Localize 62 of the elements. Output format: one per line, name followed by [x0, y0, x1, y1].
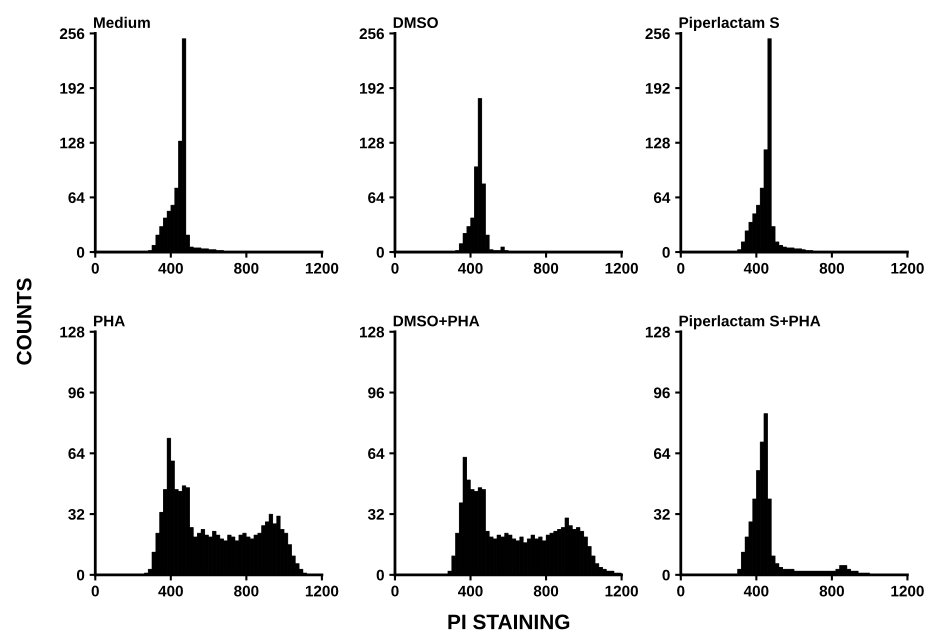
y-tick-label: 0: [376, 570, 384, 581]
x-tick-label: 800: [820, 586, 844, 596]
y-tick-label: 128: [360, 138, 384, 148]
y-tick-label: 96: [368, 387, 384, 398]
y-tick-label: 128: [646, 326, 670, 338]
x-tick-label: 0: [92, 262, 99, 274]
x-tick-label: 0: [92, 586, 99, 596]
y-tick-label: 256: [360, 28, 384, 40]
y-tick-label: 0: [76, 570, 84, 581]
chart-title: PHA: [94, 316, 125, 326]
x-tick-label: 1200: [891, 262, 924, 274]
y-tick-label: 64: [654, 192, 670, 204]
y-tick-label: 32: [368, 508, 384, 520]
x-tick-label: 800: [534, 586, 558, 596]
x-tick-label: 400: [158, 586, 183, 596]
y-tick-label: 0: [662, 246, 670, 258]
x-tick-label: 400: [458, 586, 483, 596]
chart-title: Piperlactam S+PHA: [680, 315, 820, 330]
y-tick-label: 64: [68, 448, 85, 459]
x-tick-label: 1200: [891, 586, 924, 596]
y-tick-label: 96: [68, 387, 84, 398]
y-tick-label: 0: [76, 246, 84, 258]
x-tick-label: 800: [234, 262, 258, 274]
y-tick-label: 0: [376, 246, 384, 258]
x-tick-label: 800: [234, 586, 258, 596]
x-tick-label: 400: [158, 262, 183, 274]
y-tick-label: 192: [360, 82, 384, 94]
x-tick-label: 1200: [306, 262, 338, 274]
y-tick-label: 256: [60, 28, 84, 40]
y-tick-label: 128: [60, 326, 84, 338]
x-tick-label: 400: [458, 262, 483, 274]
y-tick-label: 96: [654, 387, 670, 398]
x-tick-label: 800: [534, 262, 558, 274]
x-tick-label: 400: [744, 262, 768, 274]
x-tick-label: 0: [677, 586, 684, 596]
x-tick-label: 1200: [606, 586, 638, 596]
y-tick-label: 32: [68, 508, 84, 520]
chart-title: Medium: [94, 16, 150, 28]
x-tick-label: 0: [391, 262, 399, 274]
y-axis-title: COUNTS: [16, 278, 32, 365]
y-tick-label: 0: [662, 570, 670, 581]
x-axis-title: PI STAINING: [448, 614, 570, 630]
y-tick-label: 64: [368, 192, 384, 204]
chart-title: DMSO+PHA: [394, 316, 480, 326]
y-tick-label: 64: [68, 192, 85, 204]
chart-title: DMSO: [394, 17, 438, 28]
chart-title: Piperlactam S: [680, 16, 779, 32]
x-tick-label: 1200: [306, 586, 338, 596]
y-tick-label: 192: [60, 82, 84, 94]
y-tick-label: 128: [646, 138, 670, 148]
y-tick-label: 64: [654, 448, 670, 459]
y-tick-label: 128: [360, 326, 384, 338]
y-tick-label: 64: [368, 448, 384, 459]
y-tick-label: 192: [646, 82, 670, 94]
x-tick-label: 400: [744, 586, 768, 596]
y-tick-label: 128: [60, 138, 84, 148]
y-tick-label: 256: [645, 28, 670, 40]
x-tick-label: 0: [391, 586, 399, 596]
x-tick-label: 800: [820, 262, 844, 274]
x-tick-label: 1200: [606, 262, 638, 274]
x-tick-label: 0: [677, 262, 684, 274]
y-tick-label: 32: [654, 508, 670, 520]
